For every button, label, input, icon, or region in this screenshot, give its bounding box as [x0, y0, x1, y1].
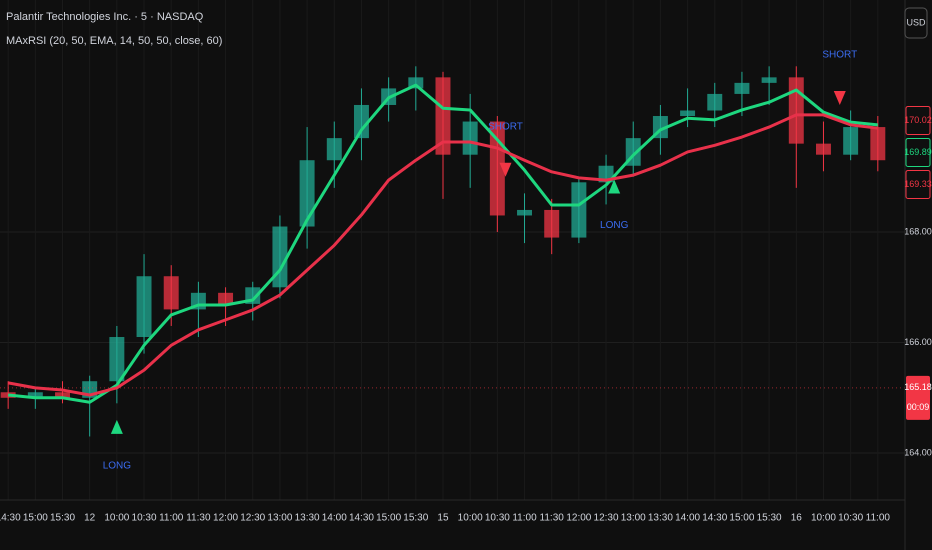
candle-body: [707, 93, 723, 111]
candle-body: [815, 143, 831, 155]
x-tick-label: 12:00: [566, 513, 591, 524]
x-tick-label: 12: [84, 513, 96, 524]
signal-label: SHORT: [488, 121, 523, 132]
candle-body: [109, 337, 125, 382]
currency-button[interactable]: [904, 7, 928, 39]
x-tick-label: 14:00: [322, 513, 347, 524]
candle-body: [870, 127, 886, 161]
candle-body: [408, 77, 424, 89]
candle-body: [353, 104, 369, 139]
signal-label: LONG: [600, 220, 629, 231]
countdown-label: 00:09: [907, 402, 930, 412]
x-tick-label: 12:30: [594, 513, 619, 524]
x-tick-label: 13:30: [648, 513, 673, 524]
candle-body: [761, 77, 777, 83]
x-tick-label: 12:00: [213, 513, 238, 524]
x-tick-label: 14:30: [702, 513, 727, 524]
x-tick-label: 10:00: [104, 513, 129, 524]
candle-body: [734, 82, 750, 94]
price-tag: [905, 137, 931, 167]
long-signal: [608, 179, 621, 194]
short-signal: [833, 90, 846, 105]
ma-line: [8, 83, 878, 404]
price-tag-label: 169.33: [904, 179, 932, 189]
chart-title: Palantir Technologies Inc. · 5 · NASDAQ: [6, 11, 204, 23]
price-tag: [905, 105, 931, 135]
candle-body: [136, 276, 152, 338]
x-tick-label: 11:00: [512, 513, 537, 524]
last-price-label: 165.18: [904, 382, 932, 392]
x-tick-label: 10:00: [458, 513, 483, 524]
candle-body: [571, 182, 587, 238]
x-tick-label: 15:00: [23, 513, 48, 524]
indicator-legend: MAxRSI (20, 50, EMA, 14, 50, 50, close, …: [6, 35, 222, 47]
x-tick-label: 15:30: [403, 513, 428, 524]
x-tick-label: 16: [791, 513, 803, 524]
x-tick-label: 13:30: [295, 513, 320, 524]
y-tick-label: 166.00: [904, 337, 932, 347]
y-tick-label: 168.00: [904, 226, 932, 236]
x-tick-label: 14:00: [675, 513, 700, 524]
candle-body: [163, 276, 179, 310]
y-tick-label: 164.00: [904, 447, 932, 457]
candle-body: [462, 121, 478, 155]
x-tick-label: 10:30: [838, 513, 863, 524]
x-tick-label: 15: [437, 513, 449, 524]
grid: [0, 0, 905, 500]
x-tick-label: 11:30: [540, 513, 565, 524]
x-tick-label: 11:30: [186, 513, 211, 524]
candle-body: [435, 77, 451, 155]
candle-body: [55, 392, 70, 398]
x-tick-label: 15:30: [757, 513, 782, 524]
candle-body: [517, 209, 532, 216]
x-tick-label: 15:00: [729, 513, 754, 524]
x-tick-label: 10:30: [132, 513, 157, 524]
candle-body: [544, 209, 560, 238]
candle-body: [680, 110, 696, 117]
x-tick-label: 14:30: [349, 513, 374, 524]
last-price-tag: [906, 375, 930, 420]
x-tick-label: 10:00: [811, 513, 836, 524]
signal-label: SHORT: [822, 50, 857, 61]
x-tick-label: 11:00: [866, 513, 891, 524]
candle-body: [218, 292, 234, 304]
axes: 164.00166.00168.0014:3015:0015:301210:00…: [0, 105, 932, 524]
signal-label: LONG: [103, 461, 132, 472]
price-tag: [905, 169, 931, 199]
x-tick-label: 15:00: [376, 513, 401, 524]
candle-body: [843, 127, 859, 155]
candle-body: [299, 160, 315, 227]
candle-body: [788, 77, 804, 144]
price-tag-label: 169.89: [904, 147, 932, 157]
currency-label: USD: [906, 17, 926, 27]
short-signal: [499, 162, 512, 177]
long-signal: [110, 419, 123, 434]
ma-line: [7, 113, 879, 397]
candle-body: [27, 392, 43, 398]
x-tick-label: 11:00: [159, 513, 184, 524]
candle-body: [272, 226, 288, 288]
x-tick-label: 13:00: [621, 513, 646, 524]
x-tick-label: 14:30: [0, 513, 21, 524]
price-tag-label: 170.02: [904, 115, 932, 125]
x-tick-label: 12:30: [240, 513, 265, 524]
plot-area: LONG SHORT LONG SHORT: [0, 50, 905, 472]
candle-body: [326, 138, 342, 161]
x-tick-label: 10:30: [485, 513, 510, 524]
x-tick-label: 15:30: [50, 513, 75, 524]
x-tick-label: 13:00: [267, 513, 292, 524]
